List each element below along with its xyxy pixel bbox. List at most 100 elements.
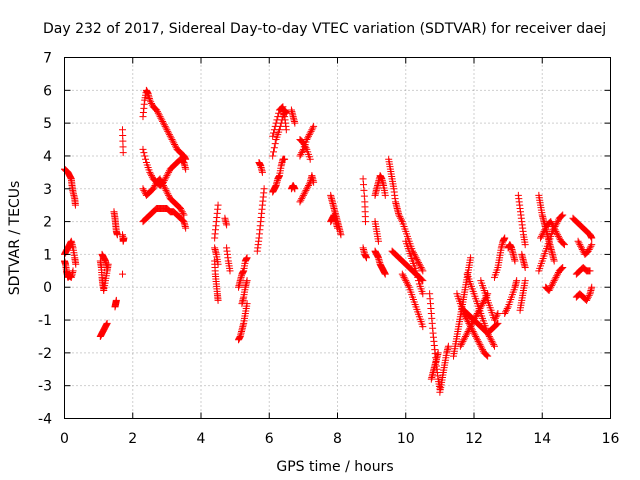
data-point bbox=[182, 165, 190, 173]
data-point bbox=[477, 342, 485, 350]
data-point bbox=[587, 242, 595, 250]
data-point bbox=[71, 201, 79, 209]
data-point bbox=[461, 332, 469, 340]
x-tick-label: 8 bbox=[333, 431, 342, 447]
data-point bbox=[474, 337, 482, 345]
data-point bbox=[412, 267, 420, 275]
data-point bbox=[460, 336, 468, 344]
data-point bbox=[163, 126, 171, 134]
data-point bbox=[547, 283, 555, 291]
data-point bbox=[588, 234, 596, 242]
y-tick-label: 0 bbox=[43, 280, 52, 296]
data-point bbox=[415, 260, 423, 268]
data-point bbox=[164, 190, 172, 198]
data-point bbox=[170, 139, 178, 147]
data-point bbox=[554, 232, 562, 240]
data-point bbox=[270, 148, 278, 156]
data-point bbox=[165, 191, 173, 199]
data-point bbox=[297, 196, 305, 204]
data-point bbox=[270, 144, 278, 152]
data-point bbox=[457, 341, 465, 349]
data-point bbox=[167, 134, 175, 142]
data-point bbox=[467, 323, 475, 331]
data-point bbox=[163, 188, 171, 196]
data-point bbox=[553, 229, 561, 237]
data-point bbox=[296, 152, 304, 160]
data-point bbox=[119, 149, 127, 157]
data-point bbox=[486, 334, 494, 342]
data-point bbox=[415, 259, 423, 267]
data-point bbox=[470, 329, 478, 337]
data-point bbox=[467, 321, 475, 329]
data-point bbox=[399, 272, 407, 280]
data-point bbox=[303, 136, 311, 144]
x-tick-label: 10 bbox=[397, 431, 415, 447]
data-point bbox=[270, 126, 278, 134]
data-point bbox=[476, 341, 484, 349]
data-point bbox=[551, 226, 559, 234]
data-point bbox=[585, 291, 593, 299]
y-tick-label: 4 bbox=[43, 149, 52, 165]
data-point bbox=[558, 264, 566, 272]
data-point bbox=[161, 185, 169, 193]
data-point bbox=[258, 168, 266, 176]
data-point bbox=[482, 351, 490, 359]
x-tick-label: 16 bbox=[602, 431, 620, 447]
data-point bbox=[148, 99, 156, 107]
data-point bbox=[160, 183, 168, 191]
data-point bbox=[493, 320, 501, 328]
data-point bbox=[169, 137, 177, 145]
y-tick-label: -2 bbox=[38, 346, 52, 362]
data-point bbox=[552, 273, 560, 281]
data-point bbox=[549, 223, 557, 231]
data-point bbox=[150, 183, 158, 191]
data-point bbox=[243, 277, 251, 285]
data-point bbox=[415, 277, 423, 285]
data-point bbox=[542, 224, 550, 232]
data-point bbox=[282, 126, 290, 134]
data-point bbox=[557, 213, 565, 221]
data-point bbox=[304, 132, 312, 140]
data-point bbox=[162, 173, 170, 181]
data-point bbox=[419, 267, 427, 275]
data-point bbox=[271, 122, 279, 130]
data-point bbox=[489, 339, 497, 347]
data-point bbox=[494, 319, 502, 327]
x-tick-label: 12 bbox=[465, 431, 483, 447]
data-point bbox=[160, 121, 168, 129]
y-tick-label: -1 bbox=[38, 313, 52, 329]
data-point bbox=[156, 175, 164, 183]
data-point bbox=[585, 245, 593, 253]
data-point bbox=[157, 114, 165, 122]
data-point bbox=[419, 290, 427, 298]
data-point bbox=[588, 241, 596, 249]
data-point bbox=[549, 278, 557, 286]
data-point bbox=[139, 185, 147, 193]
data-point bbox=[361, 218, 369, 226]
data-point bbox=[159, 181, 167, 189]
data-point bbox=[156, 113, 164, 121]
data-point bbox=[178, 208, 186, 216]
data-point bbox=[153, 108, 161, 116]
data-point bbox=[162, 186, 170, 194]
data-point bbox=[159, 119, 167, 127]
data-point bbox=[171, 142, 179, 150]
data-point bbox=[473, 311, 481, 319]
data-point bbox=[334, 224, 341, 232]
data-point bbox=[537, 232, 545, 240]
data-point bbox=[551, 275, 559, 283]
data-point bbox=[281, 155, 289, 163]
data-point bbox=[397, 216, 405, 224]
data-point bbox=[155, 111, 163, 119]
y-tick-label: 2 bbox=[43, 215, 52, 231]
data-point bbox=[501, 234, 509, 242]
data-point bbox=[456, 342, 464, 350]
data-point bbox=[403, 280, 411, 288]
data-point bbox=[548, 221, 556, 229]
data-point bbox=[275, 109, 283, 117]
y-axis-label: SDTVAR / TECUs bbox=[7, 181, 23, 296]
data-point bbox=[273, 116, 281, 124]
data-point bbox=[303, 185, 311, 193]
